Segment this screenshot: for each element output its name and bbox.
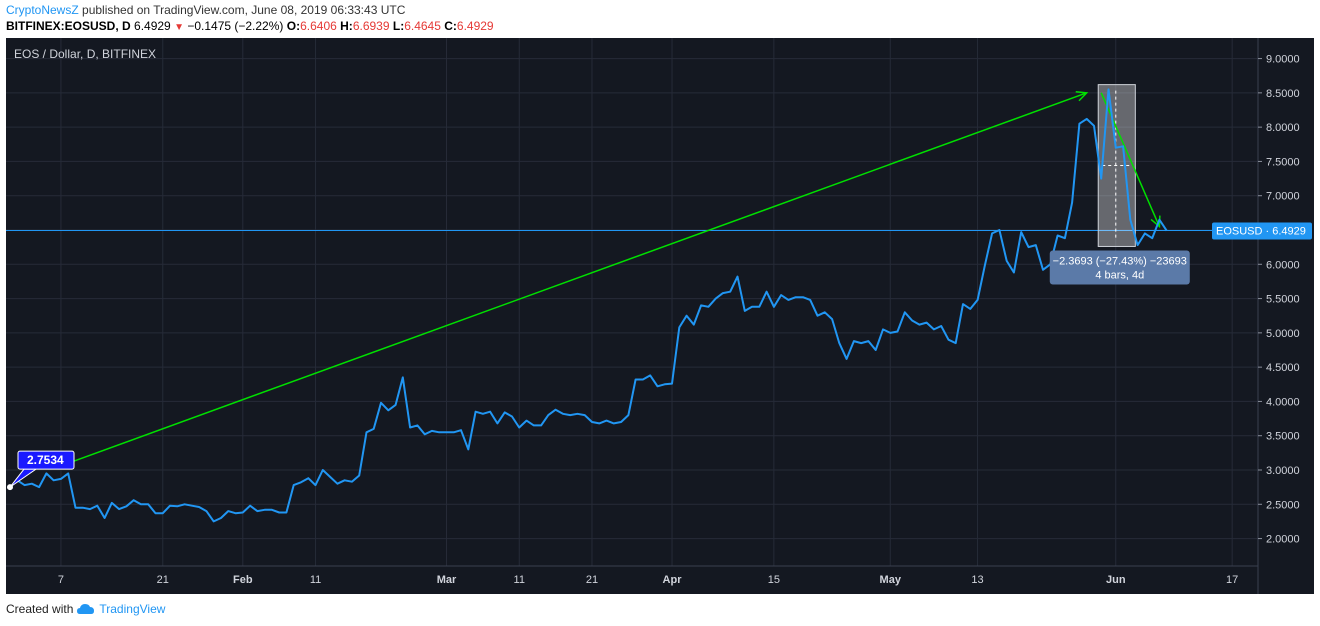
measure-change-text: −2.3693 (−27.43%) −23693: [1053, 255, 1187, 267]
tradingview-brand-link[interactable]: TradingView: [99, 602, 166, 616]
trend-arrows[interactable]: [67, 90, 1161, 464]
chart-title: EOS / Dollar, D, BITFINEX: [14, 47, 156, 61]
x-tick-label: May: [880, 574, 902, 586]
x-tick-label: Jun: [1106, 574, 1126, 586]
created-with-text: Created with: [6, 602, 74, 616]
y-tick-label: 7.5000: [1266, 156, 1300, 168]
high-value: 6.6939: [352, 19, 390, 33]
open-label: O:: [286, 19, 301, 33]
x-tick-label: 13: [971, 574, 983, 586]
y-tick-label: 2.0000: [1266, 534, 1300, 546]
y-tick-label: 2.5000: [1266, 499, 1300, 511]
x-tick-label: 15: [768, 574, 780, 586]
x-tick-label: 11: [514, 574, 525, 586]
x-tick-label: 17: [1226, 574, 1238, 586]
published-text: published on TradingView.com, June 08, 2…: [82, 3, 406, 17]
y-tick-label: 4.5000: [1266, 362, 1300, 374]
y-tick-label: 8.0000: [1266, 122, 1300, 134]
low-label: L:: [392, 19, 405, 33]
y-tick-label: 7.0000: [1266, 191, 1300, 203]
x-tick-label: 21: [157, 574, 169, 586]
start-price-text: 2.7534: [27, 453, 64, 467]
open-value: 6.6406: [300, 19, 337, 33]
x-tick-label: Mar: [437, 574, 457, 586]
grid-lines: [6, 38, 1258, 566]
trend-arrow-line[interactable]: [67, 92, 1087, 464]
symbol-line: BITFINEX:EOSUSD, D: [6, 19, 131, 33]
last-price-text: EOSUSD · 6.4929: [1216, 225, 1306, 237]
tradingview-cloud-icon: [77, 604, 95, 614]
x-tick-label: Apr: [663, 574, 683, 586]
y-tick-label: 3.0000: [1266, 465, 1300, 477]
x-tick-label: 11: [310, 574, 321, 586]
down-triangle-icon: ▼: [174, 22, 184, 33]
chart-area[interactable]: 9.00008.50008.00007.50007.00006.50006.00…: [6, 38, 1314, 594]
footer: Created with TradingView: [6, 602, 165, 616]
start-price-callout: 2.7534: [7, 450, 75, 491]
y-tick-label: 8.5000: [1266, 88, 1300, 100]
measure-bars-text: 4 bars, 4d: [1095, 269, 1144, 281]
author-link[interactable]: CryptoNewsZ: [6, 3, 79, 17]
price-axis[interactable]: 9.00008.50008.00007.50007.00006.50006.00…: [1258, 54, 1300, 546]
start-point-dot: [7, 484, 13, 491]
last-value: 6.4929: [134, 19, 171, 33]
y-tick-label: 4.0000: [1266, 396, 1300, 408]
y-tick-label: 5.5000: [1266, 294, 1300, 306]
last-price-label: EOSUSD · 6.4929: [1212, 222, 1312, 240]
publish-info: CryptoNewsZ published on TradingView.com…: [6, 3, 405, 17]
close-label: C:: [444, 19, 457, 33]
close-value: 6.4929: [456, 19, 494, 33]
price-chart[interactable]: 9.00008.50008.00007.50007.00006.50006.00…: [6, 38, 1314, 594]
x-tick-label: 21: [586, 574, 598, 586]
y-tick-label: 5.0000: [1266, 328, 1300, 340]
high-label: H:: [340, 19, 353, 33]
x-tick-label: Feb: [233, 574, 253, 586]
y-tick-label: 9.0000: [1266, 54, 1300, 66]
price-line[interactable]: [9, 88, 1168, 523]
x-tick-label: 7: [58, 574, 64, 586]
y-tick-label: 6.0000: [1266, 259, 1300, 271]
y-tick-label: 3.5000: [1266, 431, 1300, 443]
time-axis[interactable]: 7 21 Feb 11 Mar 11 21 Apr 15 May 13 Jun 17: [58, 574, 1238, 586]
low-value: 6.4645: [404, 19, 441, 33]
measure-tooltip: −2.3693 (−27.43%) −23693 4 bars, 4d: [1049, 250, 1190, 285]
change-value: −0.1475 (−2.22%): [187, 19, 284, 33]
ohlc-line: BITFINEX:EOSUSD, D 6.4929 ▼ −0.1475 (−2.…: [6, 19, 494, 33]
arrow-head: [1075, 90, 1089, 102]
